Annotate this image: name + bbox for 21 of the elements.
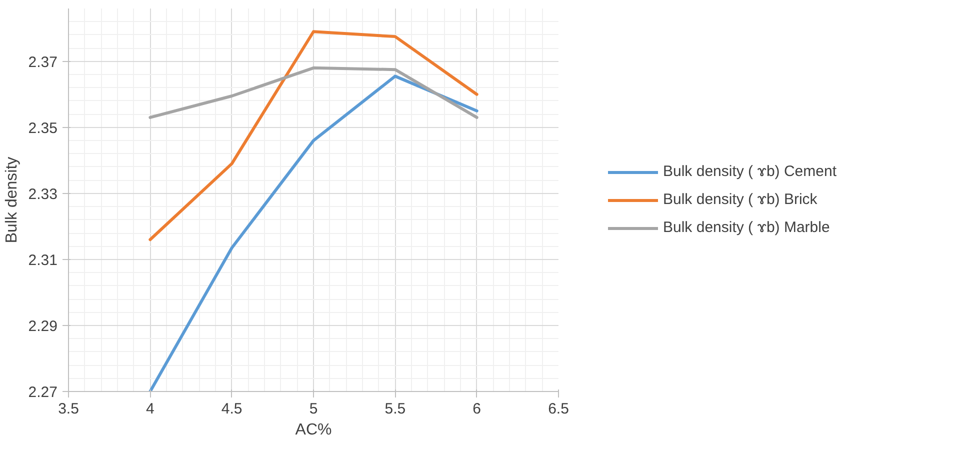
y-tick-label: 2.33	[28, 186, 58, 203]
y-tick-label: 2.35	[28, 120, 58, 137]
line-series	[148, 30, 478, 242]
x-tick-label: 4.5	[221, 400, 242, 418]
legend-label: Bulk density ( ɤb) Marble	[663, 219, 830, 236]
y-tick-label: 2.27	[28, 384, 58, 401]
x-tick-label: 4	[146, 400, 154, 418]
y-tick-label: 2.29	[28, 318, 58, 335]
x-tick-label: 6	[472, 400, 482, 418]
x-axis-title: AC%	[295, 422, 332, 438]
y-tick-label: 2.37	[28, 54, 58, 71]
y-axis-title: Bulk density	[3, 156, 20, 244]
legend-label: Bulk density ( ɤb) Brick	[663, 191, 818, 208]
x-tick-label: 5	[309, 400, 318, 418]
legend-label: Bulk density ( ɤb) Cement	[663, 163, 836, 180]
line-series	[148, 74, 478, 392]
x-tick-label: 3.5	[58, 400, 79, 418]
x-tick-label: 5.5	[384, 400, 406, 418]
x-tick-label: 6.5	[548, 400, 569, 418]
y-tick-label: 2.31	[28, 252, 58, 269]
line-series	[148, 66, 478, 119]
